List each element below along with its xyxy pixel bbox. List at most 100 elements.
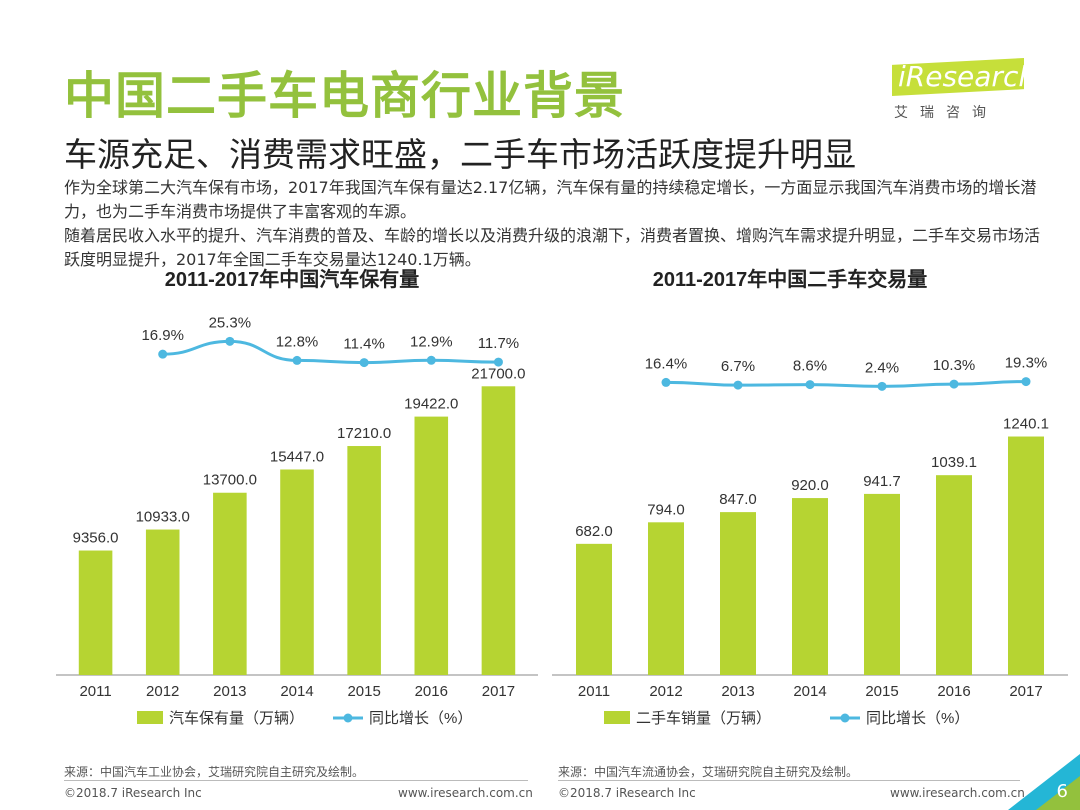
bar-2012 xyxy=(145,529,180,675)
x-tick-label-2016: 2016 xyxy=(415,683,448,700)
chart-title: 2011-2017年中国汽车保有量 xyxy=(165,267,420,291)
bar-2015 xyxy=(864,493,900,675)
bar-2011 xyxy=(78,550,113,675)
growth-line xyxy=(162,339,499,365)
bar-value-label-2016: 1039.1 xyxy=(931,454,977,471)
growth-point-2012 xyxy=(158,349,168,359)
logo-banner xyxy=(892,58,1024,96)
x-tick-label-2014: 2014 xyxy=(793,683,826,700)
url-right[interactable]: www.iresearch.com.cn xyxy=(890,786,1025,800)
bar-2011 xyxy=(576,543,612,675)
bar-value-label-2013: 847.0 xyxy=(719,491,757,508)
growth-point-2013 xyxy=(225,336,235,346)
legend-bar-label: 汽车保有量（万辆） xyxy=(169,710,304,727)
bar-value-label-2015: 17210.0 xyxy=(337,425,391,442)
bar-value-label-2013: 13700.0 xyxy=(203,472,257,489)
growth-label-2014: 8.6% xyxy=(793,358,827,375)
growth-point-2013 xyxy=(733,380,743,390)
growth-label-2016: 10.3% xyxy=(933,357,976,374)
page-subtitle: 车源充足、消费需求旺盛，二手车市场活跃度提升明显 xyxy=(64,135,856,174)
chart-title: 2011-2017年中国二手车交易量 xyxy=(653,267,928,291)
growth-point-2016 xyxy=(949,379,959,389)
url-left[interactable]: www.iresearch.com.cn xyxy=(398,786,533,800)
legend-bar-swatch xyxy=(137,711,163,724)
bar-value-label-2012: 10933.0 xyxy=(136,509,190,526)
growth-label-2013: 25.3% xyxy=(209,314,252,331)
growth-label-2014: 12.8% xyxy=(276,333,319,350)
bar-value-label-2011: 9356.0 xyxy=(73,530,119,547)
page-title: 中国二手车电商行业背景 xyxy=(64,67,625,125)
growth-point-2012 xyxy=(661,377,671,387)
copyright-left: ©2018.7 iResearch Inc xyxy=(64,786,202,800)
growth-point-2014 xyxy=(292,355,302,365)
legend-line-marker xyxy=(343,713,353,723)
bar-value-label-2016: 19422.0 xyxy=(404,396,458,413)
growth-point-2014 xyxy=(805,380,815,390)
intro-paragraph-2: 随着居民收入水平的提升、汽车消费的普及、车龄的增长以及消费升级的浪潮下，消费者置… xyxy=(64,226,1041,269)
x-tick-label-2017: 2017 xyxy=(1009,683,1042,700)
growth-label-2017: 11.7% xyxy=(478,335,519,352)
bar-2014 xyxy=(280,469,314,675)
bar-value-label-2014: 15447.0 xyxy=(270,448,324,465)
bar-value-label-2017: 21700.0 xyxy=(471,365,525,382)
x-tick-label-2012: 2012 xyxy=(146,683,179,700)
bar-2014 xyxy=(792,498,828,675)
logo-text: iResearch xyxy=(898,60,1037,93)
vehicle-ownership-chart: 2011-2017年中国汽车保有量 9356.0 2011 10933.0 2012 13… xyxy=(0,262,540,742)
chart-svg-right: 2011-2017年中国二手车交易量 682.0 2011 794.0 2012 847.… xyxy=(552,267,1068,727)
legend-line-label: 同比增长（%） xyxy=(866,710,969,727)
logo-subtitle: 艾瑞咨询 xyxy=(894,105,998,121)
bar-2013 xyxy=(213,492,247,675)
legend-bar-swatch xyxy=(604,711,630,724)
footer-divider-right xyxy=(558,780,1020,781)
legend-bar-label: 二手车销量（万辆） xyxy=(636,710,771,727)
x-tick-label-2014: 2014 xyxy=(280,683,313,700)
growth-label-2015: 2.4% xyxy=(865,359,899,376)
bar-2015 xyxy=(347,446,381,675)
growth-label-2013: 6.7% xyxy=(721,358,755,375)
growth-label-2017: 19.3% xyxy=(1005,355,1048,372)
iresearch-logo: iResearch 艾瑞咨询 xyxy=(892,56,1036,122)
bar-value-label-2015: 941.7 xyxy=(863,473,901,490)
bar-2017 xyxy=(481,386,516,675)
legend-line-marker xyxy=(840,713,850,723)
x-tick-label-2016: 2016 xyxy=(937,683,970,700)
x-tick-label-2013: 2013 xyxy=(721,683,754,700)
bar-2013 xyxy=(720,512,756,675)
x-tick-label-2015: 2015 xyxy=(347,683,380,700)
bar-value-label-2017: 1240.1 xyxy=(1003,416,1049,433)
bar-value-label-2011: 682.0 xyxy=(575,523,613,540)
source-note-left: 来源：中国汽车工业协会，艾瑞研究院自主研究及绘制。 xyxy=(64,765,365,779)
footer-divider-left xyxy=(64,780,528,781)
x-tick-label-2011: 2011 xyxy=(578,683,610,700)
bar-value-label-2012: 794.0 xyxy=(647,501,685,518)
page-number: 6 xyxy=(1056,781,1068,802)
legend-line-label: 同比增长（%） xyxy=(369,710,472,727)
growth-line xyxy=(665,380,1027,388)
used-car-volume-chart: 2011-2017年中国二手车交易量 682.0 2011 794.0 2012 847.… xyxy=(540,262,1080,742)
growth-label-2012: 16.4% xyxy=(645,355,688,372)
x-tick-label-2017: 2017 xyxy=(482,683,515,700)
growth-label-2012: 16.9% xyxy=(141,327,184,344)
growth-label-2015: 11.4% xyxy=(343,336,384,353)
growth-label-2016: 12.9% xyxy=(410,333,453,350)
x-tick-label-2011: 2011 xyxy=(79,683,111,700)
x-tick-label-2013: 2013 xyxy=(213,683,246,700)
growth-point-2015 xyxy=(359,358,369,368)
growth-point-2017 xyxy=(493,357,503,367)
x-tick-label-2012: 2012 xyxy=(649,683,682,700)
intro-text: 作为全球第二大汽车保有市场，2017年我国汽车保有量达2.17亿辆，汽车保有量的… xyxy=(64,176,1054,272)
growth-point-2017 xyxy=(1021,377,1031,387)
intro-paragraph-1: 作为全球第二大汽车保有市场，2017年我国汽车保有量达2.17亿辆，汽车保有量的… xyxy=(64,178,1037,221)
x-tick-label-2015: 2015 xyxy=(865,683,898,700)
source-note-right: 来源：中国汽车流通协会，艾瑞研究院自主研究及绘制。 xyxy=(558,765,859,779)
bar-2017 xyxy=(1008,436,1044,675)
bar-2016 xyxy=(936,475,972,675)
growth-point-2015 xyxy=(877,381,887,391)
bar-2016 xyxy=(414,416,449,675)
bar-2012 xyxy=(648,522,684,675)
copyright-right: ©2018.7 iResearch Inc xyxy=(558,786,696,800)
bar-value-label-2014: 920.0 xyxy=(791,477,829,494)
growth-point-2016 xyxy=(426,355,436,365)
chart-svg-left: 2011-2017年中国汽车保有量 9356.0 2011 10933.0 2012 13… xyxy=(56,267,538,727)
